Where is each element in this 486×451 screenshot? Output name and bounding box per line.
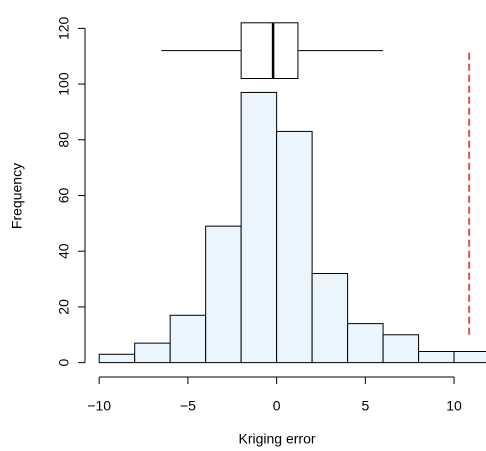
boxplot-box bbox=[240, 22, 299, 80]
histogram-bar bbox=[240, 91, 278, 364]
histogram-bar bbox=[347, 323, 384, 364]
histogram-bar bbox=[453, 350, 486, 364]
y-tick-label: 20 bbox=[56, 299, 72, 315]
x-tick-label: 10 bbox=[446, 398, 462, 414]
histogram-bar bbox=[311, 272, 349, 364]
histogram-bar bbox=[205, 225, 242, 364]
x-tick-label: −10 bbox=[87, 398, 111, 414]
x-tick-label: −5 bbox=[180, 398, 196, 414]
y-tick-label: 100 bbox=[56, 72, 72, 96]
histogram-bar bbox=[134, 342, 171, 364]
x-axis-label: Kriging error bbox=[238, 431, 315, 447]
histogram-bar bbox=[98, 353, 136, 364]
x-tick-label: 5 bbox=[361, 398, 369, 414]
y-tick-label: 40 bbox=[56, 243, 72, 259]
histogram-bar bbox=[418, 350, 455, 364]
y-tick-label: 80 bbox=[56, 132, 72, 148]
y-tick-label: 60 bbox=[56, 188, 72, 204]
histogram-bar bbox=[169, 314, 207, 364]
y-tick-label: 120 bbox=[56, 16, 72, 40]
histogram-bar bbox=[276, 130, 313, 364]
y-tick-label: 0 bbox=[56, 359, 72, 367]
y-axis-label: Frequency bbox=[9, 163, 25, 229]
histogram-bar bbox=[382, 334, 420, 364]
x-tick-label: 0 bbox=[273, 398, 281, 414]
